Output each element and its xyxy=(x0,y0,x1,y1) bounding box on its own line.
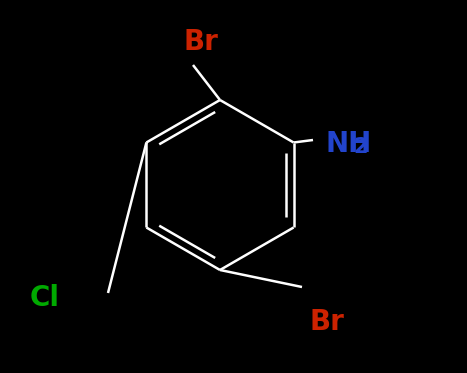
Text: Cl: Cl xyxy=(30,284,60,312)
Text: Br: Br xyxy=(310,308,345,336)
Text: NH: NH xyxy=(325,130,371,158)
Text: Br: Br xyxy=(183,28,218,56)
Text: 2: 2 xyxy=(353,137,368,157)
